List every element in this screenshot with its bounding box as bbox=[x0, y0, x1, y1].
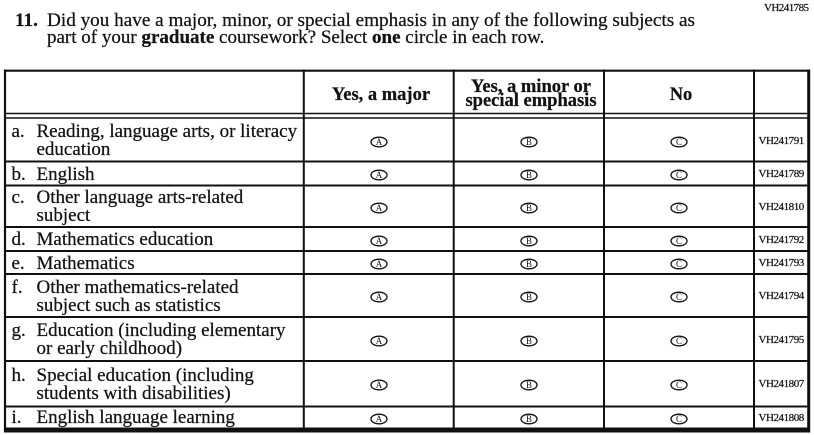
svg-text:A: A bbox=[376, 137, 383, 147]
svg-text:A: A bbox=[376, 236, 383, 246]
svg-text:C: C bbox=[676, 236, 682, 246]
svg-text:B: B bbox=[526, 259, 532, 269]
svg-text:A: A bbox=[376, 203, 383, 213]
svg-text:B: B bbox=[526, 414, 532, 424]
svg-text:B: B bbox=[526, 380, 532, 390]
svg-text:A: A bbox=[376, 336, 383, 346]
svg-text:A: A bbox=[376, 380, 383, 390]
svg-text:C: C bbox=[676, 292, 682, 302]
svg-text:A: A bbox=[376, 414, 383, 424]
svg-text:A: A bbox=[376, 259, 383, 269]
svg-text:A: A bbox=[376, 292, 383, 302]
svg-text:C: C bbox=[676, 414, 682, 424]
svg-text:B: B bbox=[526, 292, 532, 302]
svg-text:B: B bbox=[526, 236, 532, 246]
svg-text:B: B bbox=[526, 137, 532, 147]
svg-text:B: B bbox=[526, 336, 532, 346]
svg-text:A: A bbox=[376, 170, 383, 180]
svg-text:C: C bbox=[676, 259, 682, 269]
svg-text:C: C bbox=[676, 380, 682, 390]
svg-text:C: C bbox=[676, 170, 682, 180]
svg-text:C: C bbox=[676, 137, 682, 147]
svg-text:B: B bbox=[526, 170, 532, 180]
svg-text:C: C bbox=[676, 203, 682, 213]
svg-text:C: C bbox=[676, 336, 682, 346]
svg-text:B: B bbox=[526, 203, 532, 213]
